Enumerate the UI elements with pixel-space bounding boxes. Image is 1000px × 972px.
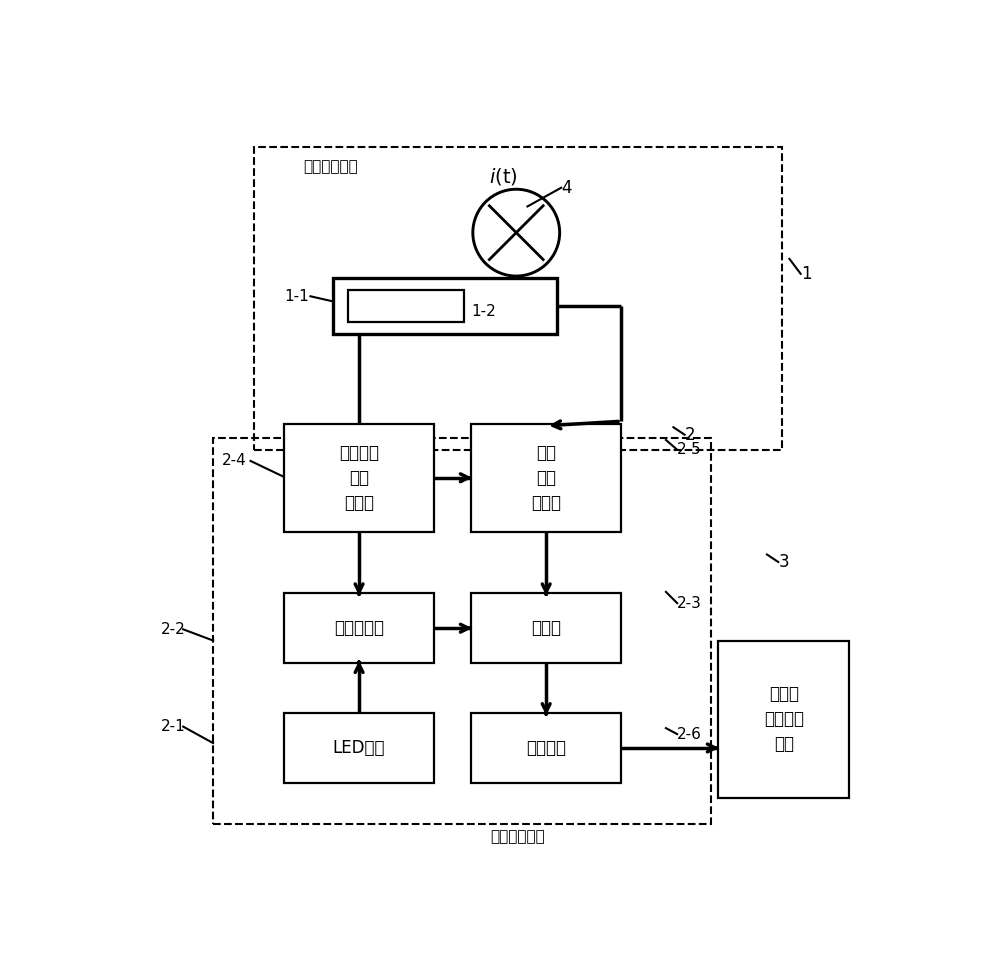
Text: 2-1: 2-1 — [161, 719, 185, 734]
Text: 2-4: 2-4 — [222, 453, 247, 469]
Text: 2-3: 2-3 — [677, 596, 702, 610]
Text: 3: 3 — [778, 553, 789, 571]
Text: 采集器: 采集器 — [531, 619, 561, 638]
Text: 光纤分束器: 光纤分束器 — [334, 619, 384, 638]
FancyBboxPatch shape — [284, 424, 434, 532]
FancyBboxPatch shape — [284, 713, 434, 782]
Text: 二次处理单元: 二次处理单元 — [490, 829, 545, 844]
Text: 1: 1 — [801, 264, 811, 283]
FancyBboxPatch shape — [471, 713, 621, 782]
Text: 2: 2 — [685, 426, 695, 444]
Text: 1-1: 1-1 — [284, 289, 309, 304]
Text: 合并单元: 合并单元 — [526, 739, 566, 757]
Text: $i$(t): $i$(t) — [489, 166, 517, 187]
Text: 2-6: 2-6 — [677, 727, 702, 742]
Text: 2-2: 2-2 — [161, 622, 185, 637]
FancyBboxPatch shape — [348, 291, 464, 323]
Text: 2-5: 2-5 — [677, 442, 702, 457]
FancyBboxPatch shape — [333, 278, 557, 333]
Text: 4: 4 — [561, 179, 572, 196]
Text: LED光源: LED光源 — [333, 739, 385, 757]
FancyBboxPatch shape — [284, 593, 434, 663]
Text: 可靠性
数据记录
单元: 可靠性 数据记录 单元 — [764, 685, 804, 753]
Text: 1-2: 1-2 — [471, 303, 496, 319]
FancyBboxPatch shape — [718, 641, 849, 798]
FancyBboxPatch shape — [471, 424, 621, 532]
Text: 温度
调制
解调器: 温度 调制 解调器 — [531, 444, 561, 512]
FancyBboxPatch shape — [471, 593, 621, 663]
Text: 二次光纤
温度
传感器: 二次光纤 温度 传感器 — [339, 444, 379, 512]
Text: 一次传感单元: 一次传感单元 — [303, 159, 358, 174]
